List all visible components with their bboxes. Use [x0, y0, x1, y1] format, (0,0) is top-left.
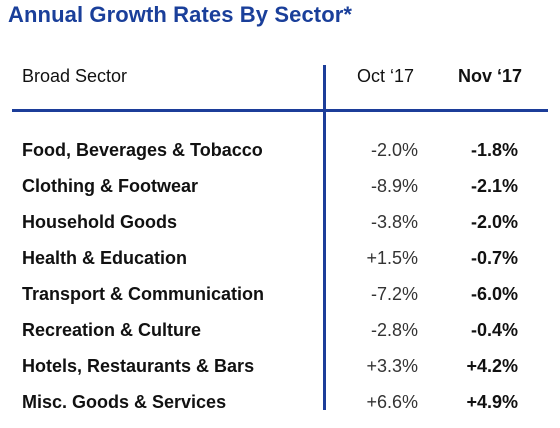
oct-value: -2.0%: [370, 140, 418, 160]
table-row: Household Goods -3.8% -2.0%: [0, 212, 560, 248]
nov-value: -0.4%: [470, 320, 518, 340]
oct-value: -7.2%: [370, 284, 418, 304]
nov-value: +4.9%: [466, 392, 518, 412]
table-row: Hotels, Restaurants & Bars +3.3% +4.2%: [0, 356, 560, 392]
oct-value: -2.8%: [370, 320, 418, 340]
table-row: Clothing & Footwear -8.9% -2.1%: [0, 176, 560, 212]
oct-value: -8.9%: [370, 176, 418, 196]
table-row: Food, Beverages & Tobacco -2.0% -1.8%: [0, 140, 560, 176]
oct-value: +6.6%: [366, 392, 418, 412]
sector-name: Food, Beverages & Tobacco: [22, 140, 263, 160]
sector-name: Recreation & Culture: [22, 320, 202, 340]
sector-name: Clothing & Footwear: [22, 176, 198, 196]
table-row: Recreation & Culture -2.8% -0.4%: [0, 320, 560, 356]
column-divider: [323, 65, 326, 410]
oct-value: +3.3%: [366, 356, 418, 376]
nov-value: -0.7%: [470, 248, 518, 268]
table-row: Misc. Goods & Services +6.6% +4.9%: [0, 392, 560, 428]
nov-value: -1.8%: [470, 140, 518, 160]
sector-name: Misc. Goods & Services: [22, 392, 227, 412]
column-header-oct: Oct ‘17: [357, 66, 415, 86]
oct-value: -3.8%: [370, 212, 418, 232]
column-header-sector: Broad Sector: [22, 66, 128, 86]
sector-name: Household Goods: [22, 212, 177, 232]
oct-value: +1.5%: [366, 248, 418, 268]
nov-value: -2.1%: [470, 176, 518, 196]
column-header-nov: Nov ‘17: [458, 66, 523, 86]
nov-value: -2.0%: [470, 212, 518, 232]
header-divider: [12, 109, 548, 112]
sector-name: Health & Education: [22, 248, 188, 268]
nov-value: +4.2%: [466, 356, 518, 376]
sector-name: Hotels, Restaurants & Bars: [22, 356, 255, 376]
sector-name: Transport & Communication: [22, 284, 265, 304]
nov-value: -6.0%: [470, 284, 518, 304]
table-row: Health & Education +1.5% -0.7%: [0, 248, 560, 284]
page-title: Annual Growth Rates By Sector*: [8, 2, 353, 27]
table-row: Transport & Communication -7.2% -6.0%: [0, 284, 560, 320]
